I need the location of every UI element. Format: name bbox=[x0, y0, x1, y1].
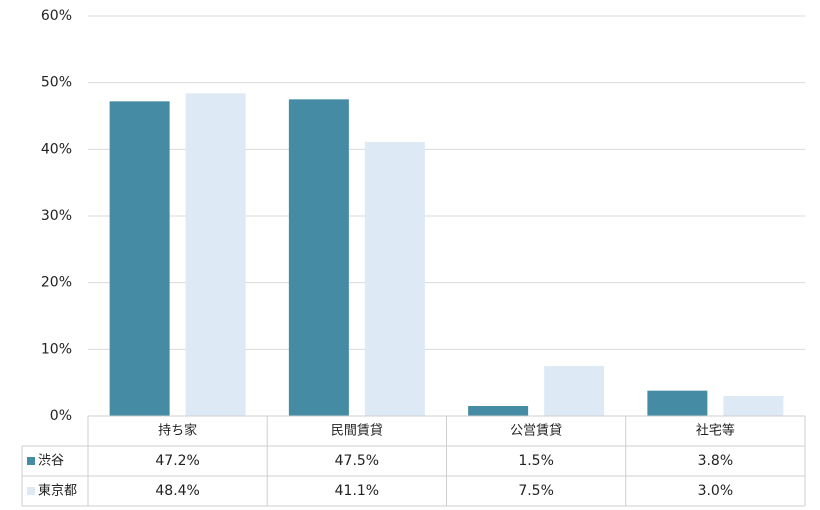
y-tick-label: 20% bbox=[41, 275, 72, 291]
data-label: 7.5% bbox=[518, 483, 554, 499]
y-tick-label: 10% bbox=[41, 341, 72, 357]
data-label: 47.5% bbox=[335, 453, 379, 469]
data-label: 1.5% bbox=[518, 453, 554, 469]
bar bbox=[185, 93, 246, 416]
legend-swatch bbox=[27, 487, 35, 495]
data-label: 3.0% bbox=[698, 483, 734, 499]
bar bbox=[288, 99, 349, 416]
legend-swatch bbox=[27, 457, 35, 465]
y-tick-label: 30% bbox=[41, 208, 72, 224]
y-tick-label: 50% bbox=[41, 75, 72, 91]
bar bbox=[468, 406, 529, 416]
bar bbox=[647, 390, 708, 416]
data-label: 48.4% bbox=[155, 483, 199, 499]
bar bbox=[109, 101, 170, 416]
data-label: 41.1% bbox=[335, 483, 379, 499]
legend-label: 東京都 bbox=[38, 483, 77, 499]
x-tick-label: 社宅等 bbox=[696, 423, 735, 439]
bar bbox=[723, 396, 784, 416]
y-tick-label: 60% bbox=[41, 8, 72, 24]
data-label: 47.2% bbox=[155, 453, 199, 469]
bar bbox=[364, 142, 425, 416]
legend-label: 渋谷 bbox=[38, 454, 64, 469]
x-tick-label: 公営賃貸 bbox=[510, 423, 562, 439]
y-tick-label: 40% bbox=[41, 141, 72, 157]
data-label: 3.8% bbox=[698, 453, 734, 469]
x-tick-label: 持ち家 bbox=[158, 423, 197, 439]
bar bbox=[544, 366, 605, 416]
y-tick-label: 0% bbox=[50, 408, 72, 424]
x-tick-label: 民間賃貸 bbox=[331, 423, 383, 439]
